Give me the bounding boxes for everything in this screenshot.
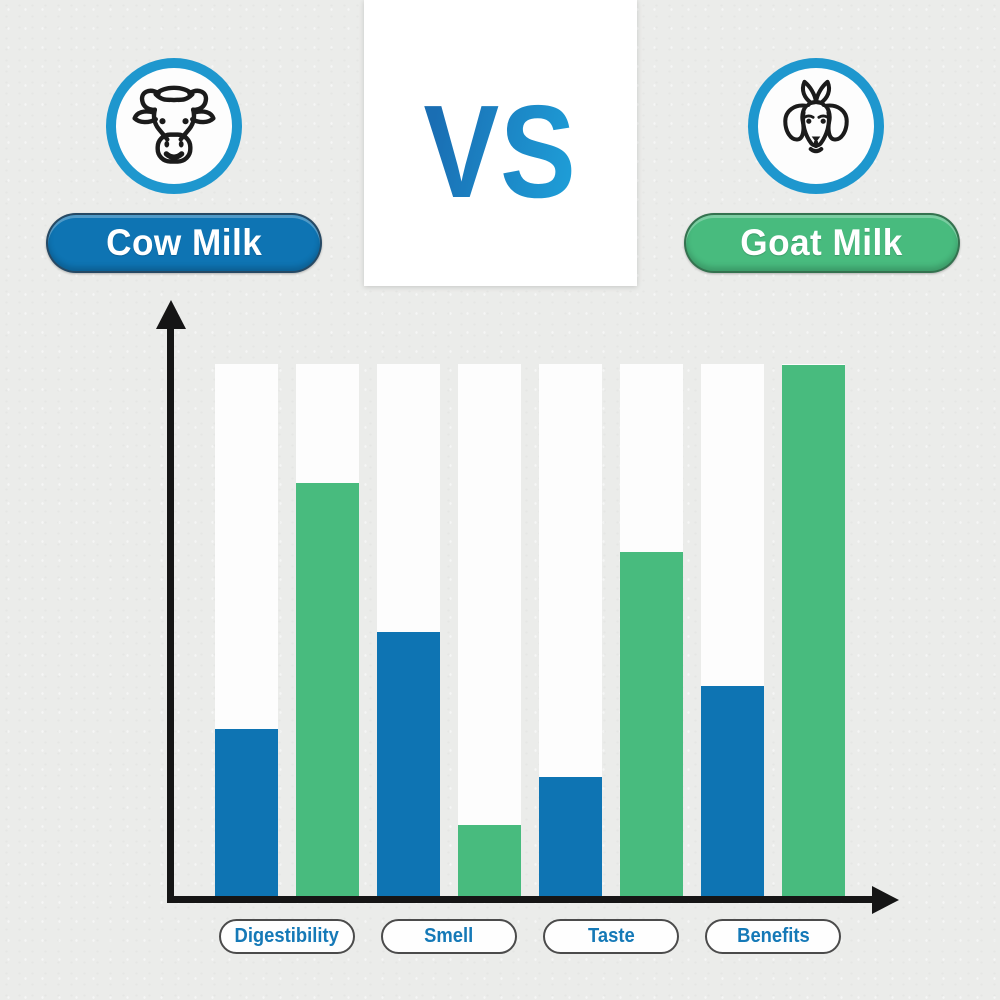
bar-goat-milk-digestibility: [296, 483, 359, 900]
category-pill-benefits: Benefits: [705, 919, 841, 954]
bar-cow-milk-smell: [377, 632, 440, 900]
category-pill-smell: Smell: [381, 919, 517, 954]
goat-avatar-circle: [748, 58, 884, 194]
goat-milk-label: Goat Milk: [740, 222, 904, 263]
vs-title: VS: [423, 78, 578, 225]
bar-cow-milk-benefits: [701, 686, 764, 900]
bar-goat-milk-benefits: [782, 365, 845, 900]
x-axis-arrow-icon: [872, 886, 899, 914]
category-label: Taste: [587, 925, 635, 947]
cow-icon: [132, 85, 216, 164]
bar-cow-milk-taste: [539, 777, 602, 900]
cow-avatar-circle: [106, 58, 242, 194]
category-pill-taste: Taste: [543, 919, 679, 954]
goat-milk-badge: Goat Milk: [684, 213, 960, 273]
x-axis: [167, 896, 872, 903]
y-axis-arrow-icon: [156, 300, 186, 329]
bar-goat-milk-smell: [458, 825, 521, 900]
category-label: Digestibility: [234, 925, 340, 947]
cow-milk-label: Cow Milk: [105, 222, 263, 263]
category-pill-digestibility: Digestibility: [219, 919, 355, 954]
track-goat-milk-smell: [458, 364, 521, 900]
y-axis: [167, 312, 174, 903]
goat-icon: [783, 79, 849, 154]
bar-goat-milk-taste: [620, 552, 683, 900]
category-label: Smell: [424, 925, 474, 947]
bar-cow-milk-digestibility: [215, 729, 278, 900]
cow-milk-badge: Cow Milk: [46, 213, 322, 273]
vs-card: VS: [364, 0, 637, 286]
category-label: Benefits: [736, 925, 810, 947]
